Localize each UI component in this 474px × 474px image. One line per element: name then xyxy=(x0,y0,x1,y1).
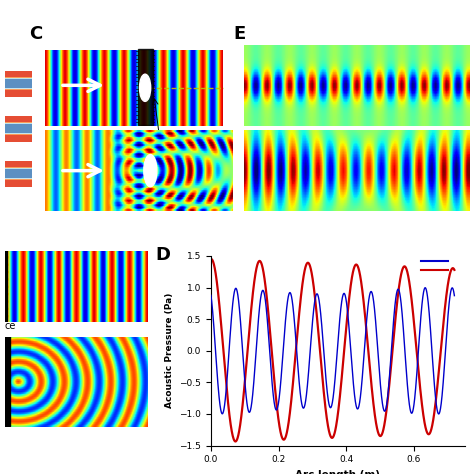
Text: D: D xyxy=(155,246,170,264)
Bar xyxy=(5,250,8,321)
FancyBboxPatch shape xyxy=(137,49,153,125)
Text: Line 2: Line 2 xyxy=(168,137,194,146)
Circle shape xyxy=(139,74,151,101)
Text: C: C xyxy=(29,25,42,43)
Bar xyxy=(5,336,9,426)
Text: E: E xyxy=(233,25,246,43)
Circle shape xyxy=(144,155,157,187)
Text: Line 1: Line 1 xyxy=(146,137,173,146)
Y-axis label: Acoustic Pressure (Pa): Acoustic Pressure (Pa) xyxy=(165,293,174,409)
X-axis label: Arc length (m): Arc length (m) xyxy=(295,470,380,474)
Text: ce: ce xyxy=(5,321,16,331)
